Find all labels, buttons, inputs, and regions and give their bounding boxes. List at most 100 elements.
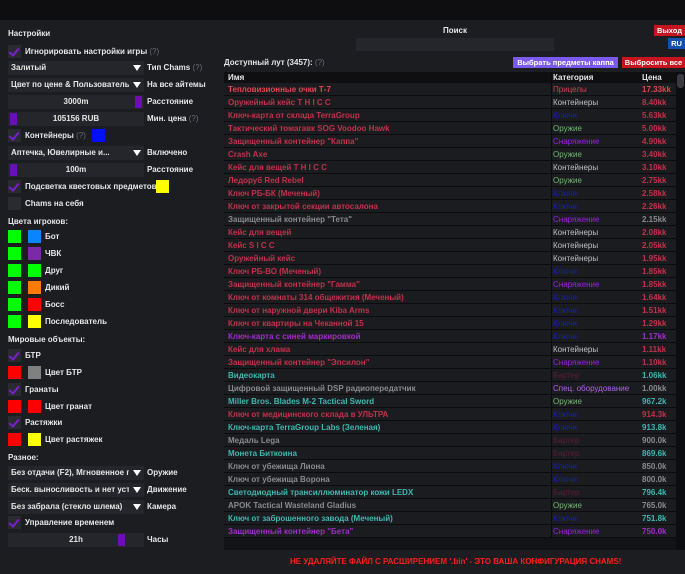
table-row[interactable]: Защищенный контейнер "Бета" Снаряжение 750… xyxy=(224,525,676,538)
player-color-swatch-2[interactable] xyxy=(28,281,41,294)
help-icon[interactable]: (?) xyxy=(192,63,203,72)
help-icon[interactable]: (?) xyxy=(76,131,86,140)
table-row[interactable]: Ключ от заброшенного завода (Меченый) Клю… xyxy=(224,512,676,525)
table-row[interactable]: Медаль Lega Бартер 900.0k xyxy=(224,434,676,447)
min-price-slider[interactable]: 105156 RUB xyxy=(8,112,144,126)
player-color-swatch-2[interactable] xyxy=(28,247,41,260)
table-row[interactable]: Оружейный кейс T H I C C Контейнеры 8.40kk xyxy=(224,96,676,109)
select-kappa-button[interactable]: Выбрать предметы каппа xyxy=(513,57,618,68)
table-row[interactable]: Монета Биткоина Бартер 869.6k xyxy=(224,447,676,460)
chams-self-checkbox[interactable] xyxy=(8,197,21,210)
table-row[interactable]: Кейс для вещей Контейнеры 2.08kk xyxy=(224,226,676,239)
column-header-category[interactable]: Категория xyxy=(553,73,594,82)
player-color-swatch[interactable] xyxy=(8,247,21,260)
chevron-down-icon xyxy=(133,65,141,71)
containers-checkbox[interactable] xyxy=(8,129,21,142)
column-divider[interactable] xyxy=(551,72,552,83)
table-row[interactable]: Ключ от убежища Лиона Ключи 850.0k xyxy=(224,460,676,473)
table-row[interactable]: Ключ от убежища Ворона Ключи 800.0k xyxy=(224,473,676,486)
table-row[interactable]: Видеокарта Бартер 1.06kk xyxy=(224,369,676,382)
player-color-swatch[interactable] xyxy=(8,281,21,294)
player-color-swatch-2[interactable] xyxy=(28,230,41,243)
column-divider xyxy=(551,226,552,238)
table-row[interactable]: Цифровой защищенный DSP радиопередатчик С… xyxy=(224,382,676,395)
slider-handle[interactable] xyxy=(10,113,17,125)
movement-select[interactable]: Беск. выносливость и нет уста: xyxy=(8,483,144,497)
table-row[interactable]: APOK Tactical Wasteland Gladius Оружие 765… xyxy=(224,499,676,512)
search-input[interactable] xyxy=(356,38,554,51)
tripwires-checkbox[interactable] xyxy=(8,416,21,429)
container-filter-select[interactable]: Аптечка, Ювелирные и... xyxy=(8,146,144,160)
color-mode-select[interactable]: Цвет по цене & Пользователь xyxy=(8,78,144,92)
item-price: 2.05kk xyxy=(642,241,667,250)
table-scrollbar[interactable] xyxy=(676,72,685,550)
table-row[interactable]: Светодиодный трансиллюминатор кожи LEDX Б… xyxy=(224,486,676,499)
hours-slider[interactable]: 21h xyxy=(8,533,144,547)
player-color-swatch-2[interactable] xyxy=(28,315,41,328)
table-row[interactable]: Защищенный контейнер "Каппа" Снаряжение 4.… xyxy=(224,135,676,148)
slider-handle[interactable] xyxy=(118,534,125,546)
table-row[interactable]: Ключ от квартиры на Чеканной 15 Ключи 1.29… xyxy=(224,317,676,330)
column-header-price[interactable]: Цена xyxy=(642,73,662,82)
player-color-swatch-2[interactable] xyxy=(28,264,41,277)
table-row[interactable]: Ключ РБ-БК (Меченый) Ключи 2.58kk xyxy=(224,187,676,200)
table-row[interactable]: Ключ-карта TerraGroup Labs (Зеленая) Ключ… xyxy=(224,421,676,434)
table-row[interactable]: Ключ от закрытой секции автосалона Ключи 2… xyxy=(224,200,676,213)
help-icon[interactable]: (?) xyxy=(149,47,160,56)
ignore-settings-label: Игнорировать настройки игры (?) xyxy=(25,47,159,56)
drop-all-button[interactable]: Выбросить все xyxy=(622,57,685,68)
player-color-swatch[interactable] xyxy=(8,315,21,328)
grenade-color-swatch[interactable] xyxy=(8,400,21,413)
table-row[interactable]: Ледоруб Red Rebel Оружие 2.75kk xyxy=(224,174,676,187)
slider-handle[interactable] xyxy=(135,96,142,108)
exit-button[interactable]: Выход xyxy=(654,25,685,36)
quest-color-swatch[interactable] xyxy=(156,180,169,193)
table-row[interactable]: Ключ от комнаты 314 общежития (Меченый) К… xyxy=(224,291,676,304)
item-category: Ключи xyxy=(553,202,577,211)
table-row[interactable]: Кейс для вещей T H I C C Контейнеры 3.10kk xyxy=(224,161,676,174)
tripwire-color-swatch-2[interactable] xyxy=(28,433,41,446)
tripwire-color-swatch[interactable] xyxy=(8,433,21,446)
container-distance-slider[interactable]: 100m xyxy=(8,163,144,177)
distance-slider[interactable]: 3000m xyxy=(8,95,144,109)
language-button[interactable]: RU xyxy=(668,38,685,49)
table-row[interactable]: Кейс для хлама Контейнеры 1.11kk xyxy=(224,343,676,356)
player-color-swatch-2[interactable] xyxy=(28,298,41,311)
help-icon[interactable]: (?) xyxy=(188,114,199,123)
player-color-swatch[interactable] xyxy=(8,264,21,277)
table-row[interactable]: Защищенный контейнер "Эпсилон" Снаряжение… xyxy=(224,356,676,369)
table-row[interactable]: Miller Bros. Blades M-2 Tactical Sword Ор… xyxy=(224,395,676,408)
btr-checkbox[interactable] xyxy=(8,349,21,362)
table-row[interactable]: Защищенный контейнер "Гамма" Снаряжение 1.… xyxy=(224,278,676,291)
slider-handle[interactable] xyxy=(10,164,17,176)
table-row[interactable]: Crash Axe Оружие 3.40kk xyxy=(224,148,676,161)
grenade-color-swatch-2[interactable] xyxy=(28,400,41,413)
table-row[interactable]: Ключ РБ-ВО (Меченый) Ключи 1.85kk xyxy=(224,265,676,278)
table-row[interactable]: Ключ-карта с синей маркировкой Ключи 1.17k… xyxy=(224,330,676,343)
player-color-swatch[interactable] xyxy=(8,230,21,243)
weapon-select[interactable]: Без отдачи (F2), Мгновенное п xyxy=(8,466,144,480)
help-icon[interactable]: (?) xyxy=(314,58,325,67)
camera-select[interactable]: Без забрала (стекло шлема) xyxy=(8,500,144,514)
column-divider xyxy=(551,174,552,186)
btr-color-swatch-2[interactable] xyxy=(28,366,41,379)
table-row[interactable]: Тактический томагавк SOG Voodoo Hawk Оруж… xyxy=(224,122,676,135)
table-row[interactable]: Тепловизионные очки Т-7 Прицелы 17.33kk xyxy=(224,83,676,96)
btr-color-swatch[interactable] xyxy=(8,366,21,379)
table-row[interactable]: Ключ от наружной двери Kiba Arms Ключи 1.5… xyxy=(224,304,676,317)
chams-type-select[interactable]: Залитый xyxy=(8,61,144,75)
quest-highlight-checkbox[interactable] xyxy=(8,180,21,193)
time-control-checkbox[interactable] xyxy=(8,516,21,529)
table-row[interactable]: Ключ-карта от склада TerraGroup Ключи 5.63… xyxy=(224,109,676,122)
table-row[interactable]: Оружейный кейс Контейнеры 1.95kk xyxy=(224,252,676,265)
table-row[interactable]: Защищенный контейнер "Тета" Снаряжение 2.1… xyxy=(224,213,676,226)
column-header-name[interactable]: Имя xyxy=(228,73,245,82)
scrollbar-thumb[interactable] xyxy=(677,74,684,88)
table-row[interactable]: Ключ от медицинского склада в УЛЬТРА Ключ… xyxy=(224,408,676,421)
table-row[interactable]: Кейс S I C C Контейнеры 2.05kk xyxy=(224,239,676,252)
ignore-settings-checkbox[interactable] xyxy=(8,45,21,58)
containers-color-swatch[interactable] xyxy=(92,129,105,142)
player-color-swatch[interactable] xyxy=(8,298,21,311)
grenades-checkbox[interactable] xyxy=(8,383,21,396)
column-divider xyxy=(551,317,552,329)
